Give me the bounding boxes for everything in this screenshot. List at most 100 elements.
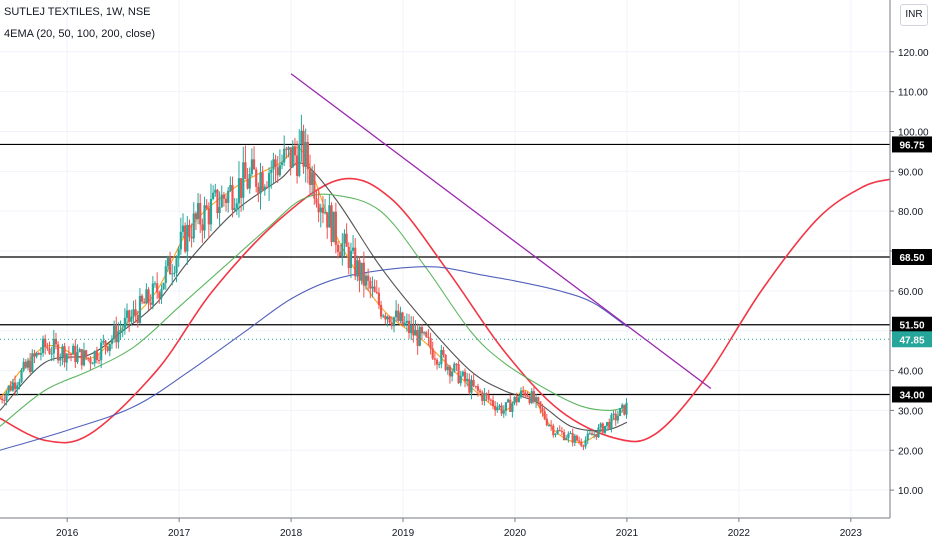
price-axis[interactable]: 10.00 20.00 30.00 40.00 60.00 80.00 90.00 100.0… — [890, 48, 929, 497]
candle-body — [125, 310, 129, 318]
indicator-legend[interactable]: 4EMA (20, 50, 100, 200, close) — [4, 28, 156, 40]
candle-body — [362, 262, 365, 286]
candle-body — [405, 320, 408, 323]
candle-body — [367, 275, 370, 281]
candle-body — [48, 348, 51, 354]
candle-body — [446, 366, 449, 371]
candle-body — [115, 325, 118, 343]
candle-body — [351, 247, 355, 251]
candle-body — [317, 203, 320, 213]
candle-body — [265, 186, 269, 188]
candle-body — [220, 194, 223, 208]
candle-body — [300, 130, 303, 144]
y-tick-label: 60.00 — [898, 287, 923, 298]
candle-body — [489, 399, 492, 401]
candle-body — [360, 262, 363, 281]
candle-body — [212, 192, 215, 199]
candle-body — [496, 407, 499, 411]
candle-body — [74, 345, 77, 363]
level-label-bg — [892, 316, 932, 333]
candle-body — [179, 231, 182, 250]
candle-body — [371, 286, 374, 289]
candle-body — [188, 224, 191, 237]
candle-body — [192, 213, 195, 239]
candle-body — [429, 337, 432, 349]
candle-body — [1, 398, 4, 401]
candle-body — [274, 159, 277, 168]
candle-body — [117, 331, 120, 343]
candle-body — [130, 316, 133, 322]
candle-body — [80, 349, 83, 366]
candle-body — [543, 411, 546, 419]
candle-body — [214, 189, 217, 193]
candle-body — [304, 141, 307, 167]
candle-body — [278, 165, 281, 176]
candle-body — [134, 309, 137, 315]
cycle-curve[interactable] — [0, 177, 891, 444]
level-label-bg — [892, 249, 932, 266]
candle-body — [93, 351, 96, 364]
candle-body — [89, 358, 92, 364]
candle-body — [108, 343, 111, 351]
candle-body — [539, 401, 542, 409]
candle-body — [552, 425, 555, 436]
currency-button[interactable]: INR — [900, 4, 928, 26]
candle-body — [532, 391, 536, 402]
candle-body — [257, 186, 260, 194]
candle-body — [502, 410, 505, 414]
candle-body — [416, 329, 419, 346]
candle-body — [345, 233, 348, 247]
candle-body — [287, 147, 290, 150]
candle-body — [91, 363, 94, 365]
candle-body — [545, 418, 548, 426]
candle-body — [235, 203, 238, 209]
candle-body — [580, 441, 583, 446]
candle-body — [293, 146, 297, 156]
candle-body — [153, 283, 157, 285]
candle-body — [78, 349, 81, 353]
candle-body — [7, 385, 10, 393]
candle-body — [54, 338, 58, 345]
x-tick-label: 2017 — [168, 528, 191, 539]
candle-body — [567, 433, 570, 439]
candle-body — [455, 363, 458, 365]
candle-body — [248, 173, 251, 189]
horizontal-levels[interactable] — [0, 143, 890, 396]
candle-body — [369, 280, 372, 289]
candle-body — [246, 178, 249, 189]
candle-body — [606, 422, 609, 426]
candle-body — [334, 211, 337, 245]
candle-body — [616, 416, 619, 421]
trendline[interactable] — [290, 73, 712, 390]
candle-body — [582, 445, 585, 447]
candle-body — [76, 352, 79, 363]
x-tick-label: 2018 — [280, 528, 303, 539]
candle-body — [20, 370, 23, 382]
candle-body — [166, 257, 170, 267]
y-tick-label: 110.00 — [898, 88, 928, 99]
candle-body — [597, 427, 600, 438]
candle-body — [207, 208, 210, 225]
candle-body — [395, 310, 398, 318]
candle-body — [423, 332, 426, 334]
candle-body — [485, 393, 488, 396]
candle-body — [291, 146, 294, 168]
candle-body — [209, 198, 213, 225]
time-axis[interactable]: 2016 2017 2018 2019 2020 2021 2022 2023 — [56, 518, 862, 539]
candle-body — [283, 148, 286, 163]
candle-body — [224, 198, 228, 203]
candle-body — [289, 147, 292, 168]
trendline-path — [290, 73, 712, 390]
candle-body — [26, 360, 30, 368]
candle-body — [509, 399, 512, 412]
candle-body — [203, 205, 206, 231]
candle-body — [358, 260, 361, 281]
candle-body — [571, 433, 574, 443]
y-tick-label: 90.00 — [898, 167, 923, 178]
candle-body — [82, 350, 86, 366]
candle-body — [468, 378, 471, 393]
candle-body — [46, 346, 49, 349]
y-tick-label: 120.00 — [898, 48, 929, 59]
candle-body — [593, 434, 596, 436]
